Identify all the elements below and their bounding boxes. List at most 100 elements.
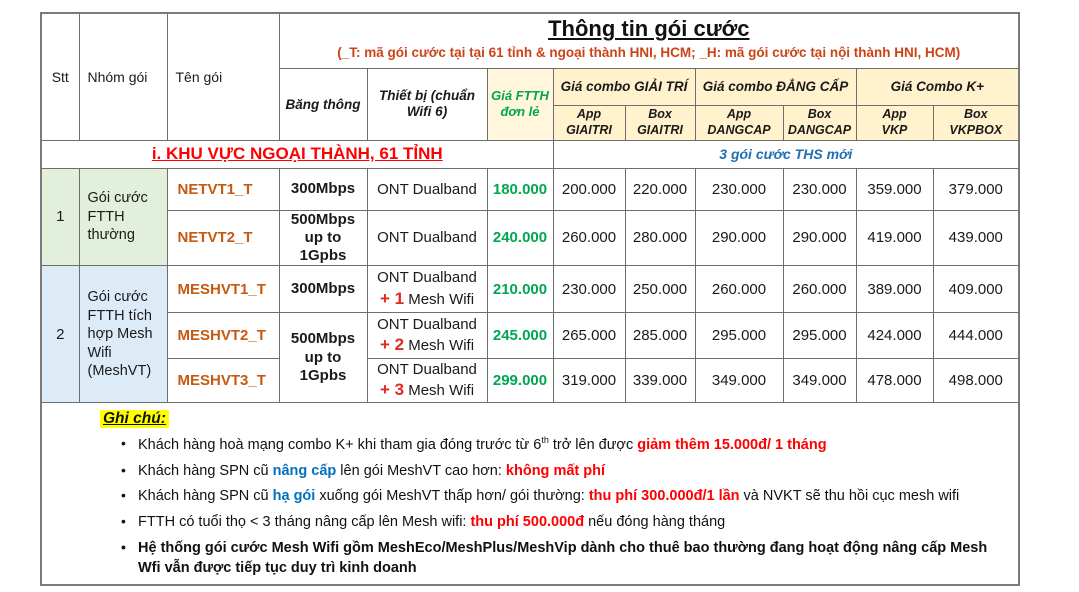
note-highlight-red: giảm thêm 15.000đ/ 1 tháng — [637, 437, 827, 454]
notes-list: Khách hàng hoà mạng combo K+ khi tham gi… — [100, 434, 1000, 578]
price-cell: 419.000 — [855, 209, 934, 267]
notes-title: Ghi chú: — [100, 410, 169, 429]
price-cell: 230.000 — [694, 167, 784, 211]
note-item: Hệ thống gói cước Mesh Wifi gồm MeshEco/… — [121, 538, 1000, 579]
device-line1: ONT Dualband — [377, 269, 477, 287]
group-index: 2 — [40, 265, 80, 404]
col-header-ftth-price: Giá FTTH đơn lẻ — [486, 67, 554, 141]
col-header-combo-dangcap: Giá combo ĐẲNG CẤP — [694, 67, 857, 106]
note-highlight-red: thu phí 300.000đ/1 lần — [588, 488, 740, 505]
col-header-box-dangcap: Box DANGCAP — [782, 104, 857, 141]
col-header-name: Tên gói — [166, 12, 280, 141]
note-highlight-red: không mất phí — [505, 462, 606, 479]
bandwidth-cell: 500Mbps up to 1Gpbs — [278, 209, 368, 267]
price-cell: 250.000 — [624, 265, 696, 314]
mesh-count: + 1 — [379, 288, 405, 308]
table-title-cell: Thông tin gói cước (_T: mã gói cước tại … — [278, 12, 1020, 69]
price-cell: 260.000 — [694, 265, 784, 314]
col-header-combo-kplus: Giá Combo K+ — [855, 67, 1020, 106]
group-label: Gói cước FTTH thường — [78, 167, 168, 267]
note-item: Khách hàng SPN cũ nâng cấp lên gói MeshV… — [121, 461, 1000, 482]
bandwidth-cell: 500Mbps up to 1Gpbs — [278, 312, 368, 404]
price-cell: 295.000 — [694, 312, 784, 360]
note-highlight-blue: hạ gói — [272, 488, 316, 505]
ftth-price-cell: 299.000 — [486, 358, 554, 404]
price-cell: 319.000 — [552, 358, 626, 404]
package-row-netvt1t: 1 Gói cước FTTH thường NETVT1_T 300Mbps … — [40, 167, 1020, 267]
mesh-count: + 2 — [379, 335, 405, 355]
col-header-app-giaitri: App GIAITRI — [552, 104, 626, 141]
device-line1: ONT Dualband — [377, 315, 477, 333]
ftth-price-cell: 240.000 — [486, 209, 554, 267]
price-cell: 280.000 — [624, 209, 696, 267]
page-subtitle: (_T: mã gói cước tại tại 61 tỉnh & ngoại… — [337, 45, 961, 60]
group-index: 1 — [40, 167, 80, 267]
price-cell: 349.000 — [694, 358, 784, 404]
price-cell: 290.000 — [694, 209, 784, 267]
device-cell: ONT Dualband + 3 Mesh Wifi — [366, 358, 488, 404]
price-cell: 424.000 — [855, 312, 934, 360]
price-cell: 444.000 — [932, 312, 1020, 360]
col-header-app-dangcap: App DANGCAP — [694, 104, 784, 141]
section-note: 3 gói cước THS mới — [552, 139, 1020, 169]
section-row: i. KHU VỰC NGOẠI THÀNH, 61 TỈNH 3 gói cư… — [40, 139, 1020, 169]
group-label: Gói cước FTTH tích hợp Mesh Wifi (MeshVT… — [78, 265, 168, 404]
price-cell: 230.000 — [782, 167, 857, 211]
col-header-box-vkpbox: Box VKPBOX — [932, 104, 1020, 141]
price-cell: 349.000 — [782, 358, 857, 404]
price-cell: 439.000 — [932, 209, 1020, 267]
package-name: NETVT2_T — [166, 209, 280, 267]
col-header-combo-giaitri: Giá combo GIẢI TRÍ — [552, 67, 696, 106]
device-cell: ONT Dualband — [366, 209, 488, 267]
price-cell: 285.000 — [624, 312, 696, 360]
bandwidth-cell: 300Mbps — [278, 167, 368, 211]
col-header-device: Thiết bị (chuẩn Wifi 6) — [366, 67, 488, 141]
price-cell: 478.000 — [855, 358, 934, 404]
col-header-bandwidth: Băng thông — [278, 67, 368, 141]
price-cell: 339.000 — [624, 358, 696, 404]
package-row-meshvt3t: MESHVT3_T ONT Dualband + 3 Mesh Wifi 299… — [41, 358, 1020, 404]
bandwidth-cell: 300Mbps — [278, 265, 368, 314]
pricing-table: Stt Nhóm gói Tên gói Thông tin gói cước … — [40, 12, 1021, 586]
col-header-app-vkp: App VKP — [855, 104, 934, 141]
notes-section: Ghi chú: Khách hàng hoà mạng combo K+ kh… — [40, 402, 1020, 586]
device-line1: ONT Dualband — [377, 360, 477, 378]
package-row-meshvt2t: MESHVT2_T 500Mbps up to 1Gpbs ONT Dualba… — [41, 312, 1020, 404]
mesh-count: + 3 — [379, 380, 405, 400]
combo-header-row: Băng thông Thiết bị (chuẩn Wifi 6) Giá F… — [41, 67, 1020, 141]
col-header-stt: Stt — [40, 12, 80, 141]
package-name: MESHVT1_T — [166, 265, 280, 314]
section-title: i. KHU VỰC NGOẠI THÀNH, 61 TỈNH — [40, 139, 554, 169]
package-name: MESHVT2_T — [166, 312, 280, 360]
price-cell: 389.000 — [855, 265, 934, 314]
superscript: th — [541, 435, 549, 446]
price-cell: 295.000 — [782, 312, 857, 360]
ftth-price-cell: 210.000 — [486, 265, 554, 314]
note-item: Khách hàng hoà mạng combo K+ khi tham gi… — [121, 434, 1000, 455]
note-highlight-red: thu phí 500.000đ — [470, 513, 585, 530]
ftth-price-cell: 245.000 — [486, 312, 554, 360]
package-name: NETVT1_T — [166, 167, 280, 211]
device-line2: Mesh Wifi — [408, 382, 475, 400]
device-line2: Mesh Wifi — [408, 290, 475, 308]
notes-row: Ghi chú: Khách hàng hoà mạng combo K+ kh… — [40, 402, 1020, 586]
package-row-meshvt1t: 2 Gói cước FTTH tích hợp Mesh Wifi (Mesh… — [40, 265, 1020, 404]
price-cell: 498.000 — [932, 358, 1020, 404]
title-row: Stt Nhóm gói Tên gói Thông tin gói cước … — [40, 12, 1020, 141]
page-title: Thông tin gói cước — [548, 16, 750, 41]
col-header-box-giaitri: Box GIAITRI — [624, 104, 696, 141]
device-line2: Mesh Wifi — [408, 337, 475, 355]
col-header-group: Nhóm gói — [78, 12, 168, 141]
price-cell: 220.000 — [624, 167, 696, 211]
price-cell: 409.000 — [932, 265, 1020, 314]
package-row-netvt2t: NETVT2_T 500Mbps up to 1Gpbs ONT Dualban… — [41, 209, 1020, 267]
price-cell: 260.000 — [782, 265, 857, 314]
price-cell: 260.000 — [552, 209, 626, 267]
note-highlight-blue: nâng cấp — [272, 462, 337, 479]
ftth-price-cell: 180.000 — [486, 167, 554, 211]
device-cell: ONT Dualband + 2 Mesh Wifi — [366, 312, 488, 360]
price-cell: 265.000 — [552, 312, 626, 360]
device-cell: ONT Dualband — [366, 167, 488, 211]
note-item: Khách hàng SPN cũ hạ gói xuống gói MeshV… — [121, 486, 1000, 507]
